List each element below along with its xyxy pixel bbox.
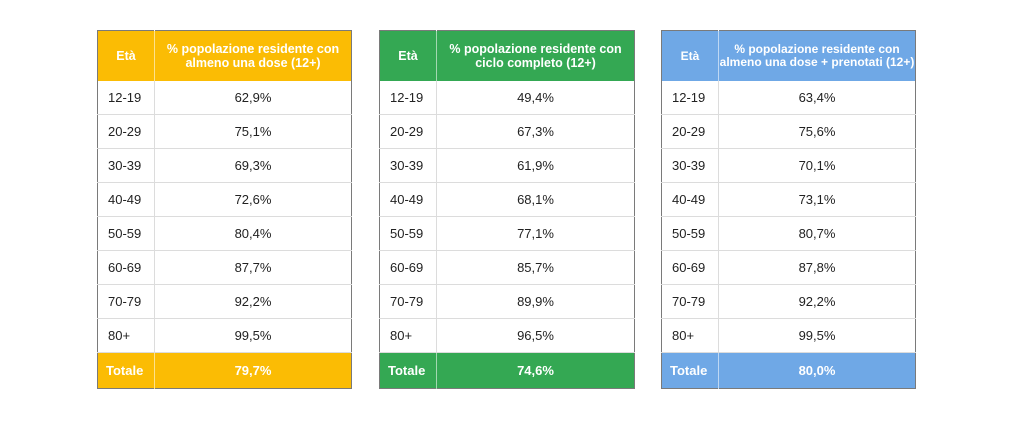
row-age: 12-19 bbox=[661, 81, 719, 115]
table-row: 60-69 85,7% bbox=[379, 250, 635, 285]
header-value: % popolazione residente con almeno una d… bbox=[718, 30, 916, 81]
table-full-cycle: Età % popolazione residente con ciclo co… bbox=[379, 30, 635, 389]
table-row: 20-29 67,3% bbox=[379, 114, 635, 149]
row-value: 70,1% bbox=[718, 148, 916, 183]
table-header: Età % popolazione residente con almeno u… bbox=[97, 30, 352, 81]
table-row: 12-19 63,4% bbox=[661, 81, 916, 115]
row-value: 62,9% bbox=[154, 81, 352, 115]
row-age: 50-59 bbox=[379, 216, 437, 251]
total-label: Totale bbox=[661, 352, 719, 389]
row-age: 70-79 bbox=[97, 284, 155, 319]
row-value: 75,6% bbox=[718, 114, 916, 149]
row-age: 12-19 bbox=[379, 81, 437, 115]
row-value: 69,3% bbox=[154, 148, 352, 183]
row-age: 80+ bbox=[97, 318, 155, 353]
row-value: 67,3% bbox=[436, 114, 635, 149]
row-value: 87,8% bbox=[718, 250, 916, 285]
row-value: 80,7% bbox=[718, 216, 916, 251]
header-age: Età bbox=[97, 30, 155, 81]
table-row: 30-39 69,3% bbox=[97, 148, 352, 183]
row-age: 60-69 bbox=[97, 250, 155, 285]
header-value: % popolazione residente con ciclo comple… bbox=[436, 30, 635, 81]
row-age: 70-79 bbox=[661, 284, 719, 319]
row-value: 99,5% bbox=[718, 318, 916, 353]
row-value: 63,4% bbox=[718, 81, 916, 115]
row-age: 40-49 bbox=[661, 182, 719, 217]
total-row: Totale 74,6% bbox=[379, 352, 635, 389]
row-value: 61,9% bbox=[436, 148, 635, 183]
header-age: Età bbox=[661, 30, 719, 81]
table-row: 12-19 49,4% bbox=[379, 81, 635, 115]
row-age: 12-19 bbox=[97, 81, 155, 115]
table-row: 70-79 92,2% bbox=[661, 284, 916, 319]
row-age: 80+ bbox=[379, 318, 437, 353]
table-first-dose: Età % popolazione residente con almeno u… bbox=[97, 30, 352, 389]
row-age: 60-69 bbox=[379, 250, 437, 285]
table-row: 30-39 70,1% bbox=[661, 148, 916, 183]
row-value: 92,2% bbox=[154, 284, 352, 319]
row-age: 40-49 bbox=[379, 182, 437, 217]
table-row: 80+ 99,5% bbox=[661, 318, 916, 353]
row-value: 49,4% bbox=[436, 81, 635, 115]
total-row: Totale 79,7% bbox=[97, 352, 352, 389]
table-row: 40-49 73,1% bbox=[661, 182, 916, 217]
row-age: 20-29 bbox=[379, 114, 437, 149]
table-row: 40-49 72,6% bbox=[97, 182, 352, 217]
total-row: Totale 80,0% bbox=[661, 352, 916, 389]
table-row: 60-69 87,8% bbox=[661, 250, 916, 285]
row-age: 20-29 bbox=[661, 114, 719, 149]
table-row: 20-29 75,6% bbox=[661, 114, 916, 149]
row-age: 70-79 bbox=[379, 284, 437, 319]
table-header: Età % popolazione residente con almeno u… bbox=[661, 30, 916, 81]
row-age: 30-39 bbox=[661, 148, 719, 183]
row-value: 77,1% bbox=[436, 216, 635, 251]
table-header: Età % popolazione residente con ciclo co… bbox=[379, 30, 635, 81]
table-row: 40-49 68,1% bbox=[379, 182, 635, 217]
row-age: 30-39 bbox=[379, 148, 437, 183]
row-value: 73,1% bbox=[718, 182, 916, 217]
table-row: 50-59 77,1% bbox=[379, 216, 635, 251]
total-value: 74,6% bbox=[436, 352, 635, 389]
row-value: 75,1% bbox=[154, 114, 352, 149]
total-label: Totale bbox=[379, 352, 437, 389]
row-value: 89,9% bbox=[436, 284, 635, 319]
row-value: 72,6% bbox=[154, 182, 352, 217]
table-row: 70-79 89,9% bbox=[379, 284, 635, 319]
total-label: Totale bbox=[97, 352, 155, 389]
row-value: 85,7% bbox=[436, 250, 635, 285]
table-row: 80+ 96,5% bbox=[379, 318, 635, 353]
total-value: 80,0% bbox=[718, 352, 916, 389]
table-row: 60-69 87,7% bbox=[97, 250, 352, 285]
table-row: 70-79 92,2% bbox=[97, 284, 352, 319]
row-age: 30-39 bbox=[97, 148, 155, 183]
row-age: 50-59 bbox=[661, 216, 719, 251]
table-dose-plus-booked: Età % popolazione residente con almeno u… bbox=[661, 30, 916, 389]
row-value: 99,5% bbox=[154, 318, 352, 353]
table-row: 12-19 62,9% bbox=[97, 81, 352, 115]
table-row: 30-39 61,9% bbox=[379, 148, 635, 183]
total-value: 79,7% bbox=[154, 352, 352, 389]
row-value: 80,4% bbox=[154, 216, 352, 251]
row-age: 80+ bbox=[661, 318, 719, 353]
table-row: 20-29 75,1% bbox=[97, 114, 352, 149]
table-row: 50-59 80,4% bbox=[97, 216, 352, 251]
row-value: 96,5% bbox=[436, 318, 635, 353]
row-age: 50-59 bbox=[97, 216, 155, 251]
row-age: 20-29 bbox=[97, 114, 155, 149]
header-age: Età bbox=[379, 30, 437, 81]
row-value: 92,2% bbox=[718, 284, 916, 319]
row-age: 60-69 bbox=[661, 250, 719, 285]
row-value: 87,7% bbox=[154, 250, 352, 285]
header-value: % popolazione residente con almeno una d… bbox=[154, 30, 352, 81]
table-row: 80+ 99,5% bbox=[97, 318, 352, 353]
table-row: 50-59 80,7% bbox=[661, 216, 916, 251]
row-age: 40-49 bbox=[97, 182, 155, 217]
row-value: 68,1% bbox=[436, 182, 635, 217]
